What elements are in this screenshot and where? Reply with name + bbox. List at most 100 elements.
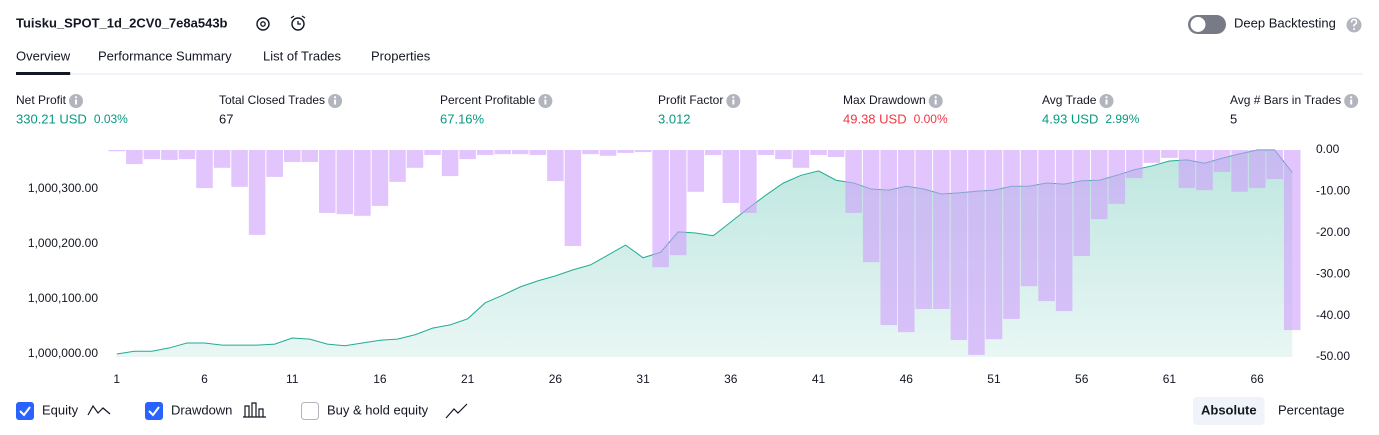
checkbox[interactable] <box>16 402 34 420</box>
y2-tick-label: -40.00 <box>1316 308 1350 322</box>
drawdown-bar <box>845 150 862 213</box>
drawdown-bar <box>775 150 792 160</box>
x-tick-label: 61 <box>1163 372 1177 386</box>
drawdown-bar <box>336 150 354 215</box>
stat-value: 5 <box>1230 111 1237 126</box>
stat-value: 67.16% <box>440 111 485 126</box>
info-stem <box>1105 99 1108 105</box>
help-icon[interactable] <box>1346 17 1362 33</box>
drawdown-bar <box>722 150 740 203</box>
drawdown-bar <box>1213 150 1231 172</box>
stat-change: 0.00% <box>914 112 948 126</box>
drawdown-bar <box>740 150 757 213</box>
info-stem <box>544 99 547 105</box>
drawdown-bar <box>161 150 178 160</box>
info-icon[interactable] <box>69 94 84 108</box>
drawdown-bar <box>634 150 652 153</box>
drawdown-bar <box>354 150 371 216</box>
scale-button[interactable] <box>1193 397 1265 425</box>
info-icon[interactable] <box>726 94 741 108</box>
info-icon[interactable] <box>1344 94 1359 108</box>
drawdown-bar <box>1108 150 1126 204</box>
stat-change: 2.99% <box>1105 112 1139 126</box>
info-icon[interactable] <box>328 94 343 108</box>
y-tick-label: 1,000,100.00 <box>28 291 98 305</box>
tab[interactable]: List of Trades <box>263 48 342 63</box>
stat-label: Avg # Bars in Trades <box>1230 93 1341 107</box>
drawdown-bar <box>301 150 319 163</box>
stat-label: Profit Factor <box>658 93 723 107</box>
drawdown-bar <box>985 150 1003 340</box>
y2-tick-label: -20.00 <box>1316 225 1350 239</box>
x-tick-label: 51 <box>987 372 1001 386</box>
drawdown-bar <box>213 150 231 168</box>
y-tick-label: 1,000,200.00 <box>28 236 98 250</box>
alert-icon[interactable] <box>290 15 306 31</box>
info-stem <box>732 99 735 105</box>
info-stem <box>334 99 337 105</box>
info-icon[interactable] <box>928 94 943 108</box>
drawdown-bar <box>1073 150 1090 256</box>
drawdown-bar <box>178 150 196 160</box>
drawdown-bar <box>266 150 283 177</box>
deep-backtesting-switch[interactable] <box>1188 15 1226 34</box>
drawdown-bar <box>248 150 266 235</box>
drawdown-bar <box>1266 150 1283 179</box>
drawdown-bar <box>371 150 389 206</box>
info-dot <box>1350 96 1353 99</box>
y2-tick-label: -30.00 <box>1316 266 1350 280</box>
drawdown-bar <box>599 150 617 156</box>
drawdown-bar <box>687 150 704 192</box>
legend-icon <box>445 403 468 419</box>
checkbox-tick <box>19 406 31 417</box>
y-tick-label: 1,000,000.00 <box>28 346 98 360</box>
drawdown-bar <box>196 150 213 189</box>
drawdown-bar <box>827 150 845 158</box>
info-dot <box>934 96 937 99</box>
x-tick-label: 21 <box>461 372 475 386</box>
tab[interactable]: Overview <box>16 48 71 63</box>
x-tick-label: 26 <box>549 372 563 386</box>
checkbox[interactable] <box>145 402 163 420</box>
tab-divider <box>16 73 1363 75</box>
checkbox-box <box>145 402 163 420</box>
stat-label: Max Drawdown <box>843 93 926 107</box>
info-icon[interactable] <box>1099 94 1114 108</box>
drawdown-bar <box>968 150 985 355</box>
legend-icon <box>243 402 266 418</box>
checkbox[interactable] <box>301 402 319 420</box>
info-icon[interactable] <box>538 94 553 108</box>
checkbox-box <box>301 402 319 420</box>
drawdown-bar <box>669 150 687 256</box>
drawdown-bar <box>582 150 599 155</box>
drawdown-bar <box>283 150 301 163</box>
drawdown-bar <box>126 150 143 165</box>
info-dot <box>74 96 78 99</box>
x-tick-label: 56 <box>1075 372 1089 386</box>
drawdown-bar <box>810 150 827 155</box>
settings-icon[interactable] <box>256 17 270 31</box>
drawdown-bar <box>1090 150 1108 220</box>
drawdown-bar <box>1161 150 1178 158</box>
drawdown-bar <box>757 150 775 155</box>
y2-tick-label: 0.00 <box>1316 142 1340 156</box>
tab[interactable]: Properties <box>371 48 431 63</box>
drawdown-bar <box>143 150 161 160</box>
drawdown-bar <box>1055 150 1073 312</box>
drawdown-bar <box>406 150 424 168</box>
stat-label: Total Closed Trades <box>219 93 325 107</box>
y-tick-label: 1,000,300.00 <box>28 181 98 195</box>
info-stem <box>75 99 78 105</box>
scale-button-label: Absolute <box>1201 402 1257 417</box>
x-tick-label: 6 <box>201 372 208 386</box>
drawdown-bar <box>529 150 547 155</box>
legend-label: Buy & hold equity <box>327 402 429 417</box>
tab[interactable]: Performance Summary <box>98 48 232 63</box>
x-tick-label: 1 <box>113 372 120 386</box>
info-dot <box>544 96 547 99</box>
y2-tick-label: -10.00 <box>1316 184 1350 198</box>
drawdown-bar <box>231 150 248 187</box>
drawdown-bar <box>792 150 810 168</box>
drawdown-bar <box>389 150 406 182</box>
